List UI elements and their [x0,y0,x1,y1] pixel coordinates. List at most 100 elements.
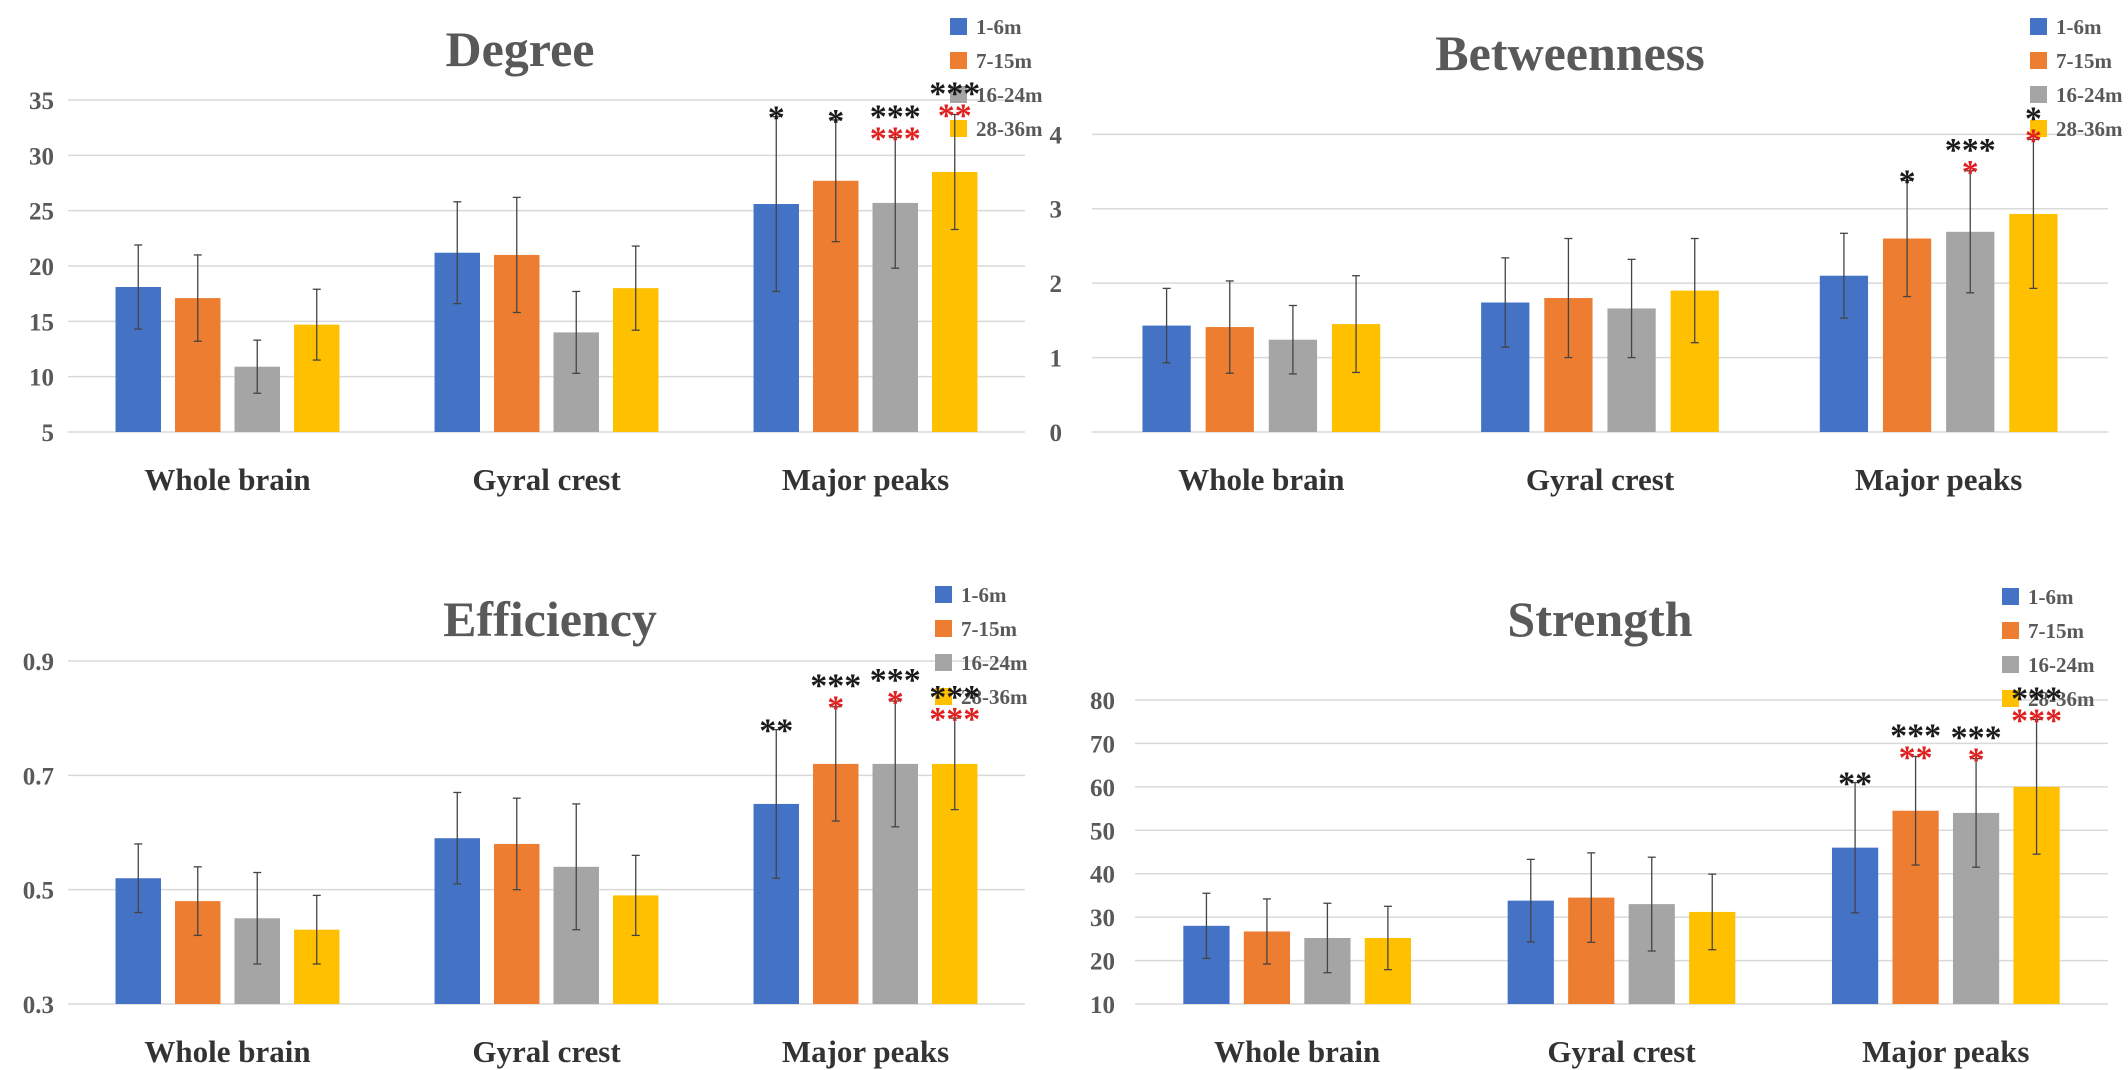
legend-label: 16-24m [961,651,1028,675]
legend-label: 1-6m [961,583,1007,607]
chart-title: Degree [446,21,595,77]
x-category-label: Whole brain [1214,1034,1380,1069]
significance-marker: * [827,103,844,140]
legend-label: 7-15m [976,49,1032,73]
significance-marker: * [2025,101,2042,138]
y-tick-label: 0.3 [23,992,54,1019]
y-tick-label: 30 [29,143,54,170]
y-tick-label: 3 [1050,197,1063,224]
y-tick-label: 2 [1050,271,1063,298]
y-tick-label: 35 [29,88,54,115]
significance-marker-secondary: * [1962,154,1979,191]
significance-marker: *** [2011,681,2062,718]
legend-label: 28-36m [961,685,1028,709]
chart-panel-betweenness: 0 1 2 3 4 Betweenness 1-6m 7-15m 16-24m 28-36m Who… [1050,15,2123,497]
legend-label: 1-6m [2028,585,2074,609]
significance-marker-secondary: ** [1899,739,1933,776]
significance-marker: *** [929,679,980,716]
y-tick-label: 0 [1050,420,1063,447]
x-category-label: Gyral crest [472,462,621,497]
legend-swatch [935,586,952,603]
legend-swatch [950,86,967,103]
legend-label: 16-24m [2028,653,2095,677]
y-tick-label: 70 [1090,731,1115,758]
legend-label: 16-24m [976,83,1043,107]
significance-marker: *** [810,668,861,705]
significance-marker: ** [759,713,793,750]
y-tick-label: 20 [1090,949,1115,976]
legend-swatch [2030,18,2047,35]
y-tick-label: 5 [42,420,55,447]
chart-title: Efficiency [443,591,657,647]
chart-panel-degree: 5 10 15 20 25 30 35 Degree 1-6m 7-15m 16-24m 28-36m… [29,15,1043,497]
legend-label: 28-36m [2056,117,2123,141]
significance-marker-secondary: *** [870,121,921,158]
y-tick-label: 40 [1090,862,1115,889]
significance-marker: *** [870,99,921,136]
y-tick-label: 20 [29,254,54,281]
legend-label: 1-6m [976,15,1022,39]
legend-label: 16-24m [2056,83,2123,107]
legend-swatch [950,18,967,35]
significance-marker: *** [929,75,980,112]
significance-marker-secondary: * [1968,742,1985,779]
y-tick-label: 4 [1050,122,1063,149]
x-category-label: Major peaks [782,1034,949,1069]
legend-swatch [935,654,952,671]
y-tick-label: 30 [1090,905,1115,932]
significance-marker-secondary: *** [2011,703,2062,740]
y-tick-label: 80 [1090,688,1115,715]
significance-marker: ** [1838,766,1872,803]
chart-title: Betweenness [1435,25,1704,81]
significance-marker: *** [870,662,921,699]
significance-marker: *** [1890,717,1941,754]
y-tick-label: 25 [29,199,54,226]
y-tick-label: 10 [1090,992,1115,1019]
legend-label: 7-15m [2056,49,2112,73]
x-category-label: Major peaks [1862,1034,2029,1069]
significance-marker: * [1899,163,1916,200]
x-category-label: Gyral crest [1547,1034,1696,1069]
y-tick-label: 50 [1090,818,1115,845]
x-category-label: Gyral crest [1526,462,1675,497]
legend-swatch [2002,690,2019,707]
significance-marker: *** [1951,720,2002,757]
x-category-label: Major peaks [782,462,949,497]
significance-marker: *** [1945,132,1996,169]
x-category-label: Whole brain [1178,462,1344,497]
significance-marker: * [768,100,785,137]
chart-panel-strength: 10 20 30 40 50 60 70 80 Strength 1-6m 7-15m 16-24m 2… [1090,585,2108,1069]
y-tick-label: 10 [29,365,54,392]
legend-swatch [2002,588,2019,605]
legend-swatch [935,688,952,705]
x-category-label: Whole brain [144,1034,310,1069]
y-tick-label: 0.9 [23,649,54,676]
chart-title: Strength [1507,591,1692,647]
x-category-label: Gyral crest [472,1034,621,1069]
significance-marker-secondary: * [2025,123,2042,160]
legend-swatch [2030,52,2047,69]
y-tick-label: 15 [29,309,54,336]
legend-label: 1-6m [2056,15,2102,39]
legend-swatch [2002,622,2019,639]
legend-swatch [2030,86,2047,103]
significance-marker-secondary: *** [929,701,980,738]
legend-label: 7-15m [961,617,1017,641]
y-tick-label: 0.5 [23,878,54,905]
y-tick-label: 0.7 [23,763,54,790]
legend-label: 28-36m [976,117,1043,141]
x-category-label: Whole brain [144,462,310,497]
y-tick-label: 60 [1090,775,1115,802]
chart-panel-efficiency: 0.3 0.5 0.7 0.9 Efficiency 1-6m 7-15m 16-24m 28-… [23,583,1028,1069]
legend-label: 7-15m [2028,619,2084,643]
x-category-label: Major peaks [1855,462,2022,497]
legend-swatch [950,52,967,69]
legend-label: 28-36m [2028,687,2095,711]
significance-marker-secondary: * [887,684,904,721]
legend-swatch [2002,656,2019,673]
significance-marker-secondary: * [827,690,844,727]
legend-swatch [935,620,952,637]
y-tick-label: 1 [1050,346,1063,373]
legend-swatch [2030,120,2047,137]
